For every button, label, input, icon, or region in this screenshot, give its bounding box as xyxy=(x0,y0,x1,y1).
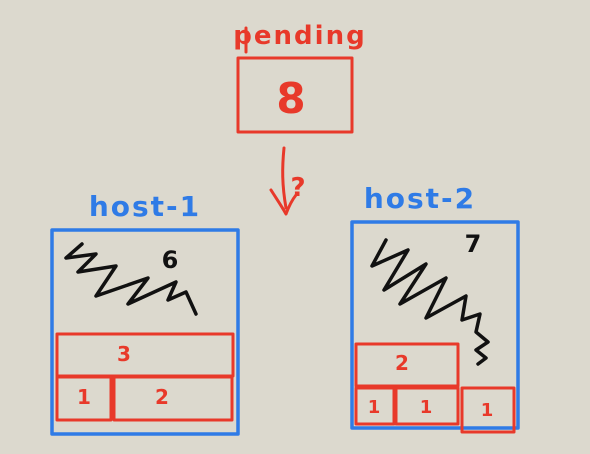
host-1-free-scribble xyxy=(64,242,198,316)
host-2-job-2 xyxy=(354,342,460,388)
dispatch-arrow xyxy=(269,146,298,216)
host-2-job-1b-label: 1 xyxy=(420,397,433,418)
host-2-job-1c-overflow xyxy=(460,386,516,434)
host-2-job-1b xyxy=(394,386,460,426)
host-1-job-3 xyxy=(55,332,235,378)
dispatch-question-mark: ? xyxy=(290,173,305,203)
host-1-job-2 xyxy=(112,375,234,422)
host-1-job-1 xyxy=(55,375,113,422)
host-1-job-2-label: 2 xyxy=(155,385,169,409)
pending-count: 8 xyxy=(276,74,305,123)
host-1-box xyxy=(50,228,240,436)
pending-label: pending xyxy=(233,21,366,51)
host-1-job-3-label: 3 xyxy=(117,342,131,366)
host-1-label: host-1 xyxy=(89,190,201,223)
host-1-free-count: 6 xyxy=(162,246,179,274)
pending-box xyxy=(236,56,354,134)
host-1-job-1-label: 1 xyxy=(77,385,91,409)
host-2-label: host-2 xyxy=(364,182,476,215)
host-2-box xyxy=(350,220,520,430)
host-2-free-count: 7 xyxy=(465,230,482,258)
host-2-free-scribble xyxy=(370,238,490,366)
host-2-job-1a-label: 1 xyxy=(368,397,381,418)
host-2-job-2-label: 2 xyxy=(395,351,409,375)
host-2-job-1a xyxy=(354,386,396,426)
host-2-job-1c-label: 1 xyxy=(481,400,494,421)
